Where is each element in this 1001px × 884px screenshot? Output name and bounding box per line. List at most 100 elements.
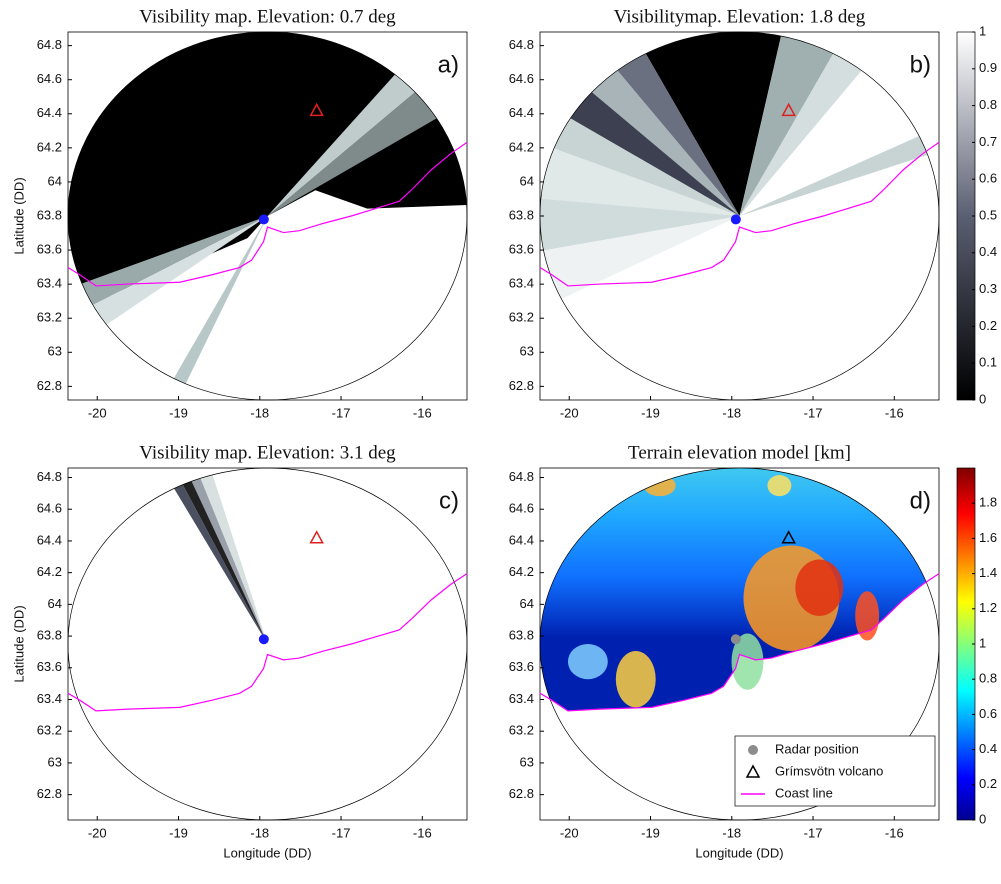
panel-label: d) <box>910 487 931 514</box>
y-tick-label: 63 <box>520 754 534 769</box>
colorbar-tick-label: 0.2 <box>979 318 997 333</box>
colorbar-tick-label: 0.6 <box>979 171 997 186</box>
y-tick-label: 64.4 <box>37 105 62 120</box>
y-tick-label: 63.6 <box>37 242 62 257</box>
colorbar-tick-label: 0.6 <box>979 706 997 721</box>
y-tick-label: 63.6 <box>37 659 62 674</box>
x-tick-label: -16 <box>413 405 432 420</box>
legend-label: Radar position <box>775 741 859 756</box>
legend-radar-swatch <box>748 745 758 755</box>
colorbar-tick-label: 1 <box>979 635 986 650</box>
y-tick-label: 64.2 <box>509 139 534 154</box>
y-tick-label: 63.6 <box>509 659 534 674</box>
y-tick-label: 63 <box>48 344 62 359</box>
colorbar-tick-label: 1.4 <box>979 565 997 580</box>
y-tick-label: 64 <box>48 173 62 188</box>
chart-title: Visibilitymap. Elevation: 1.8 deg <box>614 6 866 27</box>
x-tick-label: -17 <box>804 825 823 840</box>
y-tick-label: 64.8 <box>37 469 62 484</box>
panel-label: b) <box>910 51 931 78</box>
y-tick-label: 63.4 <box>37 691 62 706</box>
y-tick-label: 63.2 <box>509 723 534 738</box>
y-tick-label: 64.6 <box>37 501 62 516</box>
x-tick-label: -16 <box>885 405 904 420</box>
x-tick-label: -18 <box>722 405 741 420</box>
colorbar-tick-label: 0.8 <box>979 97 997 112</box>
colorbar-tick-label: 0.3 <box>979 281 997 296</box>
chart-title: Terrain elevation model [km] <box>628 442 851 463</box>
colorbar-tick-label: 0 <box>979 391 986 406</box>
x-tick-label: -18 <box>250 825 269 840</box>
x-tick-label: -19 <box>641 405 660 420</box>
x-tick-label: -16 <box>885 825 904 840</box>
x-tick-label: -18 <box>250 405 269 420</box>
terrain-patch <box>616 651 656 707</box>
radar-marker <box>259 214 269 224</box>
y-axis-label: Latitude (DD) <box>11 605 26 682</box>
x-tick-label: -19 <box>641 825 660 840</box>
y-tick-label: 64.6 <box>37 71 62 86</box>
y-tick-label: 63.6 <box>509 242 534 257</box>
y-tick-label: 63.8 <box>509 628 534 643</box>
y-tick-label: 64.6 <box>509 501 534 516</box>
colorbar-tick-label: 0.8 <box>979 671 997 686</box>
colorbar-tick-label: 1.8 <box>979 495 997 510</box>
colorbar-tick-label: 0 <box>979 811 986 826</box>
figure: -20 -19 -18 -17 -16 62.8 63 63.2 63.4 63.6 63.8 64 6… <box>0 0 1001 884</box>
legend-label: Coast line <box>775 785 833 800</box>
x-axis-label: Longitude (DD) <box>223 845 311 860</box>
x-axis-label: Longitude (DD) <box>695 845 783 860</box>
y-tick-label: 63.2 <box>37 310 62 325</box>
y-tick-label: 62.8 <box>509 786 534 801</box>
y-tick-label: 63.4 <box>509 276 534 291</box>
y-tick-label: 64 <box>520 173 534 188</box>
y-tick-label: 64.6 <box>509 71 534 86</box>
y-tick-label: 64.2 <box>37 139 62 154</box>
radar-marker <box>259 634 269 644</box>
y-tick-label: 64.2 <box>37 564 62 579</box>
colorbar-tick-label: 1 <box>979 23 986 38</box>
x-tick-label: -20 <box>560 825 579 840</box>
x-tick-label: -16 <box>413 825 432 840</box>
panel-label: c) <box>439 487 459 514</box>
colorbar-tick-label: 0.7 <box>979 134 997 149</box>
colorbar-tick-label: 1.2 <box>979 600 997 615</box>
colorbar-tick-label: 0.9 <box>979 60 997 75</box>
y-tick-label: 64.2 <box>509 564 534 579</box>
colorbar-tick-label: 1.6 <box>979 530 997 545</box>
y-tick-label: 64.4 <box>37 532 62 547</box>
y-axis-label: Latitude (DD) <box>11 177 26 254</box>
terrain-patch <box>795 560 843 616</box>
x-tick-label: -19 <box>169 825 188 840</box>
radar-marker <box>731 634 741 644</box>
x-tick-label: -20 <box>560 405 579 420</box>
radar-marker <box>731 214 741 224</box>
y-tick-label: 63.8 <box>509 207 534 222</box>
y-tick-label: 64.4 <box>509 532 534 547</box>
y-tick-label: 63.4 <box>37 276 62 291</box>
y-tick-label: 64.8 <box>37 37 62 52</box>
y-tick-label: 62.8 <box>37 786 62 801</box>
y-tick-label: 63.8 <box>37 628 62 643</box>
x-tick-label: -20 <box>88 405 107 420</box>
y-tick-label: 64.4 <box>509 105 534 120</box>
y-tick-label: 62.8 <box>37 378 62 393</box>
panel-label: a) <box>438 51 459 78</box>
y-tick-label: 64 <box>520 596 534 611</box>
chart-title: Visibility map. Elevation: 3.1 deg <box>139 442 396 463</box>
y-tick-label: 64.8 <box>509 469 534 484</box>
legend-label: Grímsvötn volcano <box>775 763 883 778</box>
colorbar-tick-label: 0.4 <box>979 741 997 756</box>
x-tick-label: -17 <box>332 405 351 420</box>
x-tick-label: -20 <box>88 825 107 840</box>
x-tick-label: -17 <box>332 825 351 840</box>
colorbar-tick-label: 0.5 <box>979 207 997 222</box>
colorbar-tick-label: 0.1 <box>979 355 997 370</box>
colorbar-tick-label: 0.2 <box>979 776 997 791</box>
chart-title: Visibility map. Elevation: 0.7 deg <box>139 6 396 27</box>
y-tick-label: 63 <box>520 344 534 359</box>
x-tick-label: -18 <box>722 825 741 840</box>
y-tick-label: 63.2 <box>509 310 534 325</box>
y-tick-label: 63 <box>48 754 62 769</box>
x-tick-label: -17 <box>804 405 823 420</box>
